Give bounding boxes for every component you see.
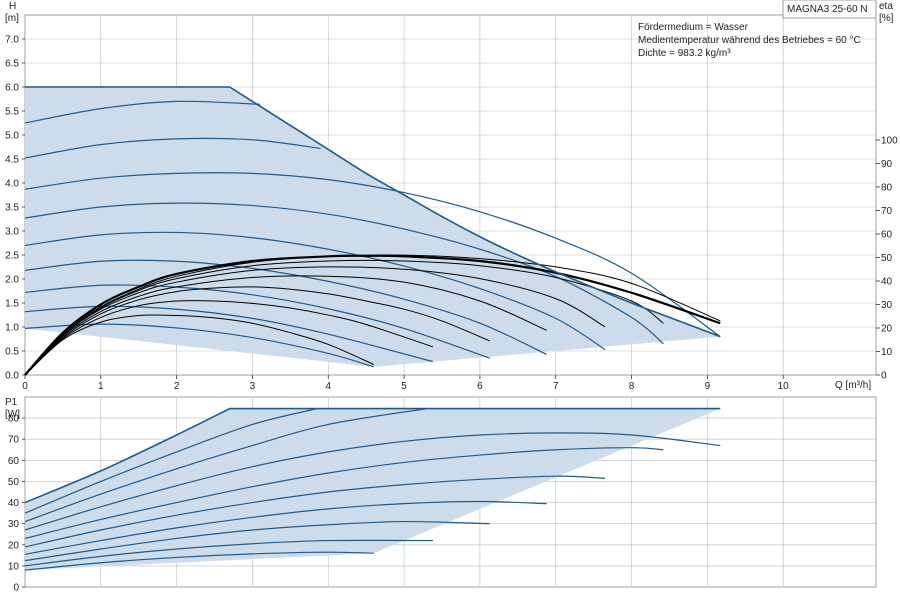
y-tick-label: 0.5 xyxy=(5,347,19,358)
eta-tick-label: 0 xyxy=(881,371,887,382)
head-chart-eta-ticks: 0 10 20 30 40 50 60 70 80 90 100 xyxy=(876,136,898,382)
power-chart-y-ticks: 0 10 20 30 40 50 60 70 80 xyxy=(8,414,25,594)
eta-tick-label: 90 xyxy=(881,159,893,170)
power-axis-label-symbol: P1 xyxy=(5,397,18,408)
head-curve-7 xyxy=(24,172,721,338)
power-tick-label: 10 xyxy=(8,561,20,572)
power-tick-label: 30 xyxy=(8,519,20,530)
info-line-medium: Fördermedium = Wasser xyxy=(638,22,749,33)
x-tick-label: 1 xyxy=(98,381,104,392)
x-tick-label: 6 xyxy=(477,381,483,392)
power-curve-4 xyxy=(24,500,547,555)
y-tick-label: 1.5 xyxy=(5,299,19,310)
head-curves xyxy=(24,100,721,368)
eta-tick-label: 50 xyxy=(881,253,893,264)
power-tick-label: 70 xyxy=(8,435,20,446)
x-tick-label: 10 xyxy=(778,381,790,392)
power-tick-label: 80 xyxy=(8,414,20,425)
eta-tick-label: 70 xyxy=(881,206,893,217)
power-max-line xyxy=(24,407,721,504)
y-tick-label: 6.5 xyxy=(5,59,19,70)
efficiency-curve-2 xyxy=(24,300,434,376)
head-axis-label-symbol: H xyxy=(9,1,16,12)
head-curve-8 xyxy=(24,137,321,159)
head-operating-envelope xyxy=(25,87,721,367)
eta-tick-label: 40 xyxy=(881,277,893,288)
head-chart-y-ticks: 0.0 0.5 1.0 1.5 2.0 2.5 3.0 3.5 4.0 4.5 5.0 5.5 6.0 6… xyxy=(5,35,25,382)
efficiency-curve-3 xyxy=(24,286,490,376)
flow-axis-label: Q [m³/h] xyxy=(835,380,871,391)
eta-tick-label: 80 xyxy=(881,183,893,194)
y-tick-label: 5.5 xyxy=(5,107,19,118)
y-tick-label: 4.5 xyxy=(5,155,19,166)
info-line-temperature: Medientemperatur während des Betriebes =… xyxy=(638,35,861,46)
x-tick-label: 0 xyxy=(22,381,28,392)
x-tick-label: 7 xyxy=(553,381,559,392)
power-curve-3 xyxy=(24,520,490,562)
power-curve-6 xyxy=(24,447,664,540)
eta-tick-label: 10 xyxy=(881,347,893,358)
y-tick-label: 2.0 xyxy=(5,275,19,286)
efficiency-curve-5 xyxy=(24,266,606,376)
head-max-curve xyxy=(25,86,721,338)
eta-axis-label-symbol: eta xyxy=(879,1,893,12)
x-tick-label: 8 xyxy=(629,381,635,392)
x-tick-label: 3 xyxy=(250,381,256,392)
power-tick-label: 50 xyxy=(8,477,20,488)
power-operating-envelope xyxy=(25,408,721,571)
eta-tick-label: 100 xyxy=(881,136,898,147)
x-tick-label: 5 xyxy=(401,381,407,392)
head-curve-9 xyxy=(24,100,261,124)
power-tick-label: 0 xyxy=(13,583,19,594)
power-curve-1 xyxy=(24,551,374,571)
head-curve-5 xyxy=(24,231,606,351)
y-tick-label: 5.0 xyxy=(5,131,19,142)
y-tick-label: 3.0 xyxy=(5,227,19,238)
y-tick-label: 2.5 xyxy=(5,251,19,262)
y-tick-label: 4.0 xyxy=(5,179,19,190)
x-tick-label: 2 xyxy=(174,381,180,392)
power-curve-2 xyxy=(24,539,433,567)
x-tick-label: 9 xyxy=(705,381,711,392)
head-curve-6 xyxy=(24,202,664,345)
efficiency-curve-6 xyxy=(24,259,664,376)
head-axis-label-unit: [m] xyxy=(5,13,19,24)
power-curve-7 xyxy=(24,432,721,531)
eta-tick-label: 20 xyxy=(881,324,893,335)
eta-axis-label-unit: [%] xyxy=(879,13,894,24)
head-curve-4 xyxy=(24,259,547,355)
y-tick-label: 7.0 xyxy=(5,35,19,46)
y-tick-label: 1.0 xyxy=(5,323,19,334)
pump-title-box xyxy=(782,0,877,19)
power-axis-label-unit: [W] xyxy=(5,409,20,420)
power-curve-9 xyxy=(24,408,318,514)
power-tick-label: 20 xyxy=(8,540,20,551)
y-tick-label: 6.0 xyxy=(5,83,19,94)
power-tick-label: 60 xyxy=(8,456,20,467)
x-tick-label: 4 xyxy=(325,381,331,392)
y-tick-label: 0.0 xyxy=(5,371,19,382)
head-curve-1 xyxy=(24,323,374,368)
power-curves xyxy=(24,408,721,571)
head-chart-x-ticks: 0 1 2 3 4 5 6 7 8 9 10 xyxy=(22,375,789,392)
head-curve-3 xyxy=(24,284,490,359)
eta-tick-label: 30 xyxy=(881,300,893,311)
info-line-density: Dichte = 983.2 kg/m³ xyxy=(638,48,731,59)
power-curve-5 xyxy=(24,475,606,548)
efficiency-curve-1 xyxy=(24,314,374,376)
power-curve-8 xyxy=(24,408,427,523)
pump-title: MAGNA3 25-60 N xyxy=(787,4,868,15)
power-tick-label: 40 xyxy=(8,498,20,509)
efficiency-curve-4 xyxy=(24,275,547,376)
y-tick-label: 3.5 xyxy=(5,203,19,214)
power-chart-panel: 0 10 20 30 40 50 60 70 80 P1 [W] xyxy=(5,396,877,594)
eta-tick-label: 60 xyxy=(881,230,893,241)
head-chart-panel: 0 1 2 3 4 5 6 7 8 9 10 0.0 0.5 1.0 1.5 2.0 2.5 3.0 3.5 4.0… xyxy=(5,0,898,392)
